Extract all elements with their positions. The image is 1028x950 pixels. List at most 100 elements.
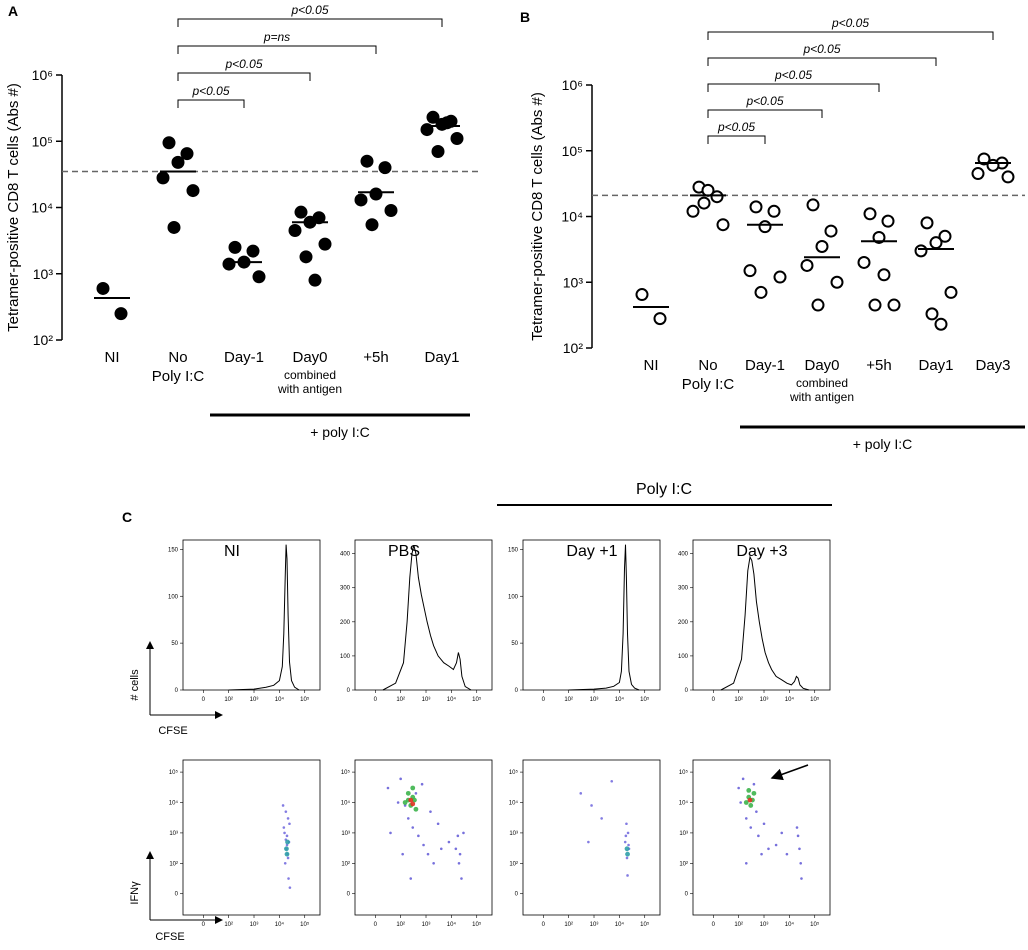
y-tick-label: 10⁴ xyxy=(561,209,583,225)
y-tick-label: 400 xyxy=(678,552,689,558)
event-dot xyxy=(590,804,593,807)
y-tick-label: 400 xyxy=(340,552,351,558)
data-point xyxy=(354,193,368,207)
x-tick-label: 10⁴ xyxy=(275,921,285,928)
arrow xyxy=(770,764,809,781)
data-point xyxy=(944,285,958,299)
event-dot xyxy=(412,797,417,803)
x-tick-label: 10⁵ xyxy=(640,696,650,703)
data-point xyxy=(156,171,170,185)
x-tick-label: 10⁵ xyxy=(810,921,820,928)
event-dot xyxy=(625,856,629,860)
data-point xyxy=(800,258,814,272)
event-dot xyxy=(439,847,443,851)
data-point xyxy=(252,270,266,284)
event-dot xyxy=(743,800,749,805)
x-tick-label: 0 xyxy=(542,697,546,703)
y-tick-label: 10² xyxy=(509,861,518,867)
data-point xyxy=(686,204,700,218)
x-tick-label: 10³ xyxy=(422,922,431,928)
event-dot xyxy=(627,843,630,847)
event-dot xyxy=(579,792,583,795)
x-tick-label: 10³ xyxy=(250,697,259,703)
event-dot xyxy=(284,851,290,857)
comparison-label: p<0.05 xyxy=(224,57,262,71)
y-tick-label: 150 xyxy=(168,547,179,553)
y-tick-label: 10⁵ xyxy=(562,143,583,159)
data-point xyxy=(830,275,844,289)
data-point xyxy=(318,237,332,251)
y-tick-label: 100 xyxy=(168,594,179,600)
data-point xyxy=(914,244,928,258)
histogram-line xyxy=(720,555,810,691)
event-dot xyxy=(422,843,425,847)
y-tick-label: 0 xyxy=(175,892,179,898)
event-dot xyxy=(755,810,758,813)
data-point xyxy=(749,200,763,214)
data-point xyxy=(881,214,895,228)
event-dot xyxy=(625,822,628,826)
x-tick-label: 10³ xyxy=(760,697,769,703)
event-dot xyxy=(795,826,799,829)
data-point xyxy=(635,288,649,302)
group-label: Poly I:C xyxy=(636,481,692,498)
data-point xyxy=(378,161,392,175)
plot-frame xyxy=(692,539,831,691)
data-point xyxy=(299,250,313,264)
x-tick-label: 10² xyxy=(734,697,743,703)
event-dot xyxy=(800,877,803,880)
event-dot xyxy=(286,856,290,860)
plot-frame xyxy=(692,759,831,916)
event-dot xyxy=(748,803,754,808)
y-tick-label: 150 xyxy=(508,547,519,553)
data-point xyxy=(815,239,829,253)
x-tick-label: 0 xyxy=(202,697,206,703)
axis-arrow xyxy=(149,642,222,715)
event-dot xyxy=(414,792,418,795)
y-tick-label: 10³ xyxy=(509,831,518,837)
axis-label: CFSE xyxy=(155,931,184,943)
x-tick-label: 0 xyxy=(374,922,378,928)
y-tick-label: 100 xyxy=(340,654,351,660)
event-dot xyxy=(281,804,285,807)
x-tick-sublabel: Poly I:C xyxy=(152,368,205,385)
event-dot xyxy=(462,831,465,835)
event-dot xyxy=(436,822,440,826)
data-point xyxy=(426,110,440,124)
event-dot xyxy=(751,790,757,796)
y-tick-label: 0 xyxy=(515,892,519,898)
event-dot xyxy=(739,801,742,804)
event-dot xyxy=(408,797,414,803)
event-dot xyxy=(410,801,416,807)
event-dot xyxy=(399,777,402,781)
comparison-bracket xyxy=(707,31,994,40)
event-dot xyxy=(752,782,756,786)
y-tick-label: 10³ xyxy=(563,274,584,290)
data-point xyxy=(288,223,302,237)
data-point xyxy=(697,196,711,210)
event-dot xyxy=(285,834,289,838)
x-tick-label: 10² xyxy=(224,922,233,928)
x-tick-label: 10⁵ xyxy=(810,696,820,703)
x-tick-label: Day3 xyxy=(975,357,1010,374)
event-dot xyxy=(389,831,392,835)
column-title: NI xyxy=(224,543,240,560)
event-dot xyxy=(284,810,288,813)
data-point xyxy=(162,136,176,150)
column-title: Day +3 xyxy=(736,543,787,560)
event-dot xyxy=(420,782,424,786)
y-tick-label: 300 xyxy=(678,586,689,592)
event-dot xyxy=(785,852,789,856)
x-tick-label: 10² xyxy=(396,922,405,928)
y-tick-label: 10⁶ xyxy=(32,67,53,83)
data-point xyxy=(716,218,730,232)
x-tick-label: 10² xyxy=(734,922,743,928)
x-tick-label: 10² xyxy=(564,922,573,928)
y-tick-label: 200 xyxy=(340,620,351,626)
event-dot xyxy=(798,847,801,851)
event-dot xyxy=(744,817,748,820)
data-point xyxy=(365,218,379,232)
plot-frame xyxy=(182,539,321,691)
event-dot xyxy=(413,806,419,812)
x-tick-sublabel: with antigen xyxy=(789,390,854,404)
